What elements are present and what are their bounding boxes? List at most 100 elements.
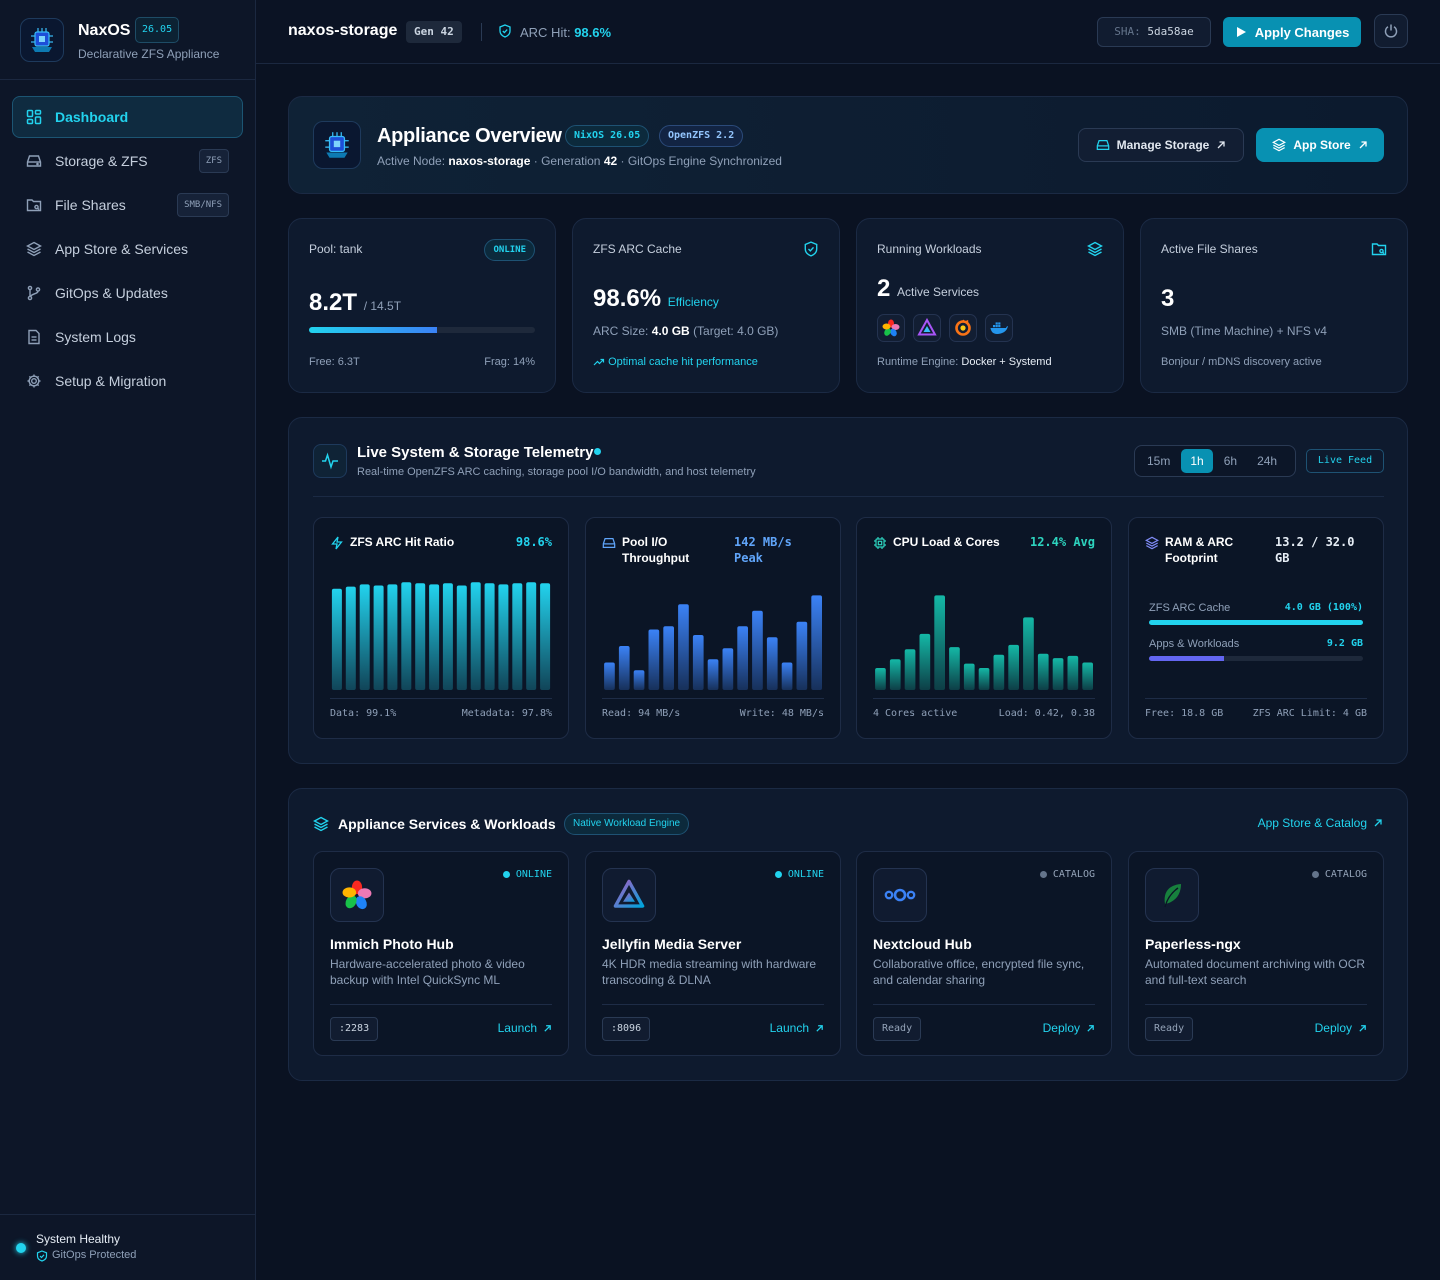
sidebar-item-dashboard[interactable]: Dashboard <box>12 96 243 138</box>
cpu-load: Load: 0.42, 0.38 <box>998 708 1095 719</box>
generation-value: 42 <box>603 154 618 168</box>
file-shares-card[interactable]: Active File Shares 3 SMB (Time Machine) … <box>1140 218 1408 393</box>
status-text: CATALOG <box>1324 869 1367 880</box>
cpu-cores: 4 Cores active <box>873 708 958 719</box>
gear-icon <box>26 373 42 389</box>
range-15m[interactable]: 15m <box>1147 454 1171 468</box>
sidebar-item-system-logs[interactable]: System Logs <box>12 316 243 358</box>
chart-bar <box>1037 653 1049 690</box>
service-name: Jellyfin Media Server <box>602 936 742 952</box>
divider <box>330 698 552 699</box>
sidebar-item-label: Setup & Migration <box>55 373 167 389</box>
chart-bar <box>401 582 412 690</box>
naxos-logo-icon <box>313 121 361 169</box>
arrow-up-right-icon <box>1086 1024 1095 1033</box>
app-store-catalog-label: App Store & Catalog <box>1257 816 1367 830</box>
brand-version-badge: 26.05 <box>135 17 180 43</box>
commit-sha[interactable]: SHA: 5da58ae <box>1097 17 1211 47</box>
service-card-paperless[interactable]: CATALOG Paperless-ngx Automated document… <box>1128 851 1384 1056</box>
manage-storage-button[interactable]: Manage Storage <box>1078 128 1244 162</box>
range-6h[interactable]: 6h <box>1223 454 1238 468</box>
topbar: naxos-storage Gen 42 ARC Hit: 98.6% SHA:… <box>256 0 1440 64</box>
chart-bar <box>796 621 808 690</box>
chart-bar <box>889 659 901 690</box>
service-card-immich[interactable]: ONLINE Immich Photo Hub Hardware-acceler… <box>313 851 569 1056</box>
deploy-button[interactable]: Deploy <box>1315 1021 1367 1035</box>
arc-hit-value: 98.6% <box>593 285 662 312</box>
arc-hit-status: ARC Hit: 98.6% <box>520 25 611 40</box>
jellyfin-icon[interactable] <box>913 314 941 342</box>
status-text: ONLINE <box>787 869 824 880</box>
pool-total: / 14.5T <box>363 299 402 313</box>
service-name: Paperless-ngx <box>1145 936 1241 952</box>
launch-button[interactable]: Launch <box>770 1021 824 1035</box>
jellyfin-icon <box>602 868 656 922</box>
host-name: naxos-storage <box>288 22 398 39</box>
chart-bar <box>737 626 748 690</box>
active-node-label: Active Node: <box>377 154 446 168</box>
power-button[interactable] <box>1374 14 1408 48</box>
sidebar-item-storage[interactable]: Storage & ZFS ZFS <box>12 140 243 182</box>
grafana-icon[interactable] <box>949 314 977 342</box>
status-badge: CATALOG <box>1311 869 1367 880</box>
runtime-engine-value: Docker + Systemd <box>961 356 1052 368</box>
chart-bar <box>498 584 509 690</box>
cpu-icon <box>873 536 887 550</box>
generation-label: · Generation <box>533 154 601 168</box>
app-store-label: App Store <box>1293 138 1351 152</box>
pool-card[interactable]: Pool: tank ONLINE 8.2T / 14.5T Free: 6.3… <box>288 218 556 393</box>
chart-bar <box>934 595 945 690</box>
apps-row-label: Apps & Workloads <box>1149 638 1240 650</box>
sha-label: SHA: <box>1114 25 1141 38</box>
chart-bar <box>949 647 960 690</box>
arrow-up-right-icon <box>1358 1024 1367 1033</box>
workloads-card[interactable]: Running Workloads 2 Active Services Runt… <box>856 218 1124 393</box>
sidebar-item-setup[interactable]: Setup & Migration <box>12 360 243 402</box>
sidebar-item-app-store[interactable]: App Store & Services <box>12 228 243 270</box>
chart-bar <box>540 583 551 690</box>
system-health-text: System Healthy <box>36 1232 121 1246</box>
arc-target: (Target: 4.0 GB) <box>693 324 779 338</box>
nixos-version-badge: NixOS 26.05 <box>565 125 650 147</box>
range-24h[interactable]: 24h <box>1257 454 1278 468</box>
live-feed-button[interactable]: Live Feed <box>1306 449 1384 473</box>
ram-chart-value: 13.2 / 32.0 GB <box>1275 535 1355 565</box>
apply-changes-button[interactable]: Apply Changes <box>1223 17 1361 47</box>
chart-bar <box>904 649 916 690</box>
sidebar-item-gitops[interactable]: GitOps & Updates <box>12 272 243 314</box>
cache-performance-link[interactable]: Optimal cache hit performance <box>593 356 758 368</box>
immich-icon[interactable] <box>877 314 905 342</box>
docker-icon[interactable] <box>985 314 1013 342</box>
chart-bar <box>692 635 704 690</box>
sidebar-item-label: App Store & Services <box>55 241 189 257</box>
service-card-jellyfin[interactable]: ONLINE Jellyfin Media Server 4K HDR medi… <box>585 851 841 1056</box>
app-store-catalog-link[interactable]: App Store & Catalog <box>1258 816 1383 830</box>
app-store-button[interactable]: App Store <box>1256 128 1384 162</box>
naxos-logo-icon[interactable] <box>20 18 64 62</box>
chart-bar <box>811 595 822 690</box>
sidebar-item-file-shares[interactable]: File Shares SMB/NFS <box>12 184 243 226</box>
chart-bar <box>752 610 763 690</box>
chart-bar <box>373 585 384 690</box>
pool-used: 8.2T / 14.5T <box>309 289 401 317</box>
arc-cache-card[interactable]: ZFS ARC Cache 98.6% Efficiency ARC Size:… <box>572 218 840 393</box>
range-1h[interactable]: 1h <box>1181 449 1213 473</box>
divider <box>602 698 824 699</box>
generation-badge: Gen 42 <box>406 21 462 43</box>
cpu-chart-value: 12.4% Avg <box>1029 535 1095 549</box>
chart-bar <box>978 668 990 690</box>
service-description: Hardware-accelerated photo & video backu… <box>330 957 525 987</box>
service-state: Ready <box>1145 1017 1194 1041</box>
launch-button[interactable]: Launch <box>498 1021 552 1035</box>
cpu-load-bar-chart <box>875 595 1093 690</box>
apply-changes-label: Apply Changes <box>1254 24 1350 40</box>
arc-hit-chart-card: ZFS ARC Hit Ratio 98.6% Data: 99.1% Meta… <box>313 517 569 739</box>
service-port: :8096 <box>602 1017 651 1041</box>
brand-subtitle: Declarative ZFS Appliance <box>78 47 220 61</box>
shield-check-icon <box>803 241 819 257</box>
status-dot <box>502 871 510 878</box>
deploy-button[interactable]: Deploy <box>1043 1021 1095 1035</box>
active-node-value: naxos-storage <box>448 154 531 168</box>
service-card-nextcloud[interactable]: CATALOG Nextcloud Hub Collaborative offi… <box>856 851 1112 1056</box>
chart-bar <box>1067 655 1079 690</box>
